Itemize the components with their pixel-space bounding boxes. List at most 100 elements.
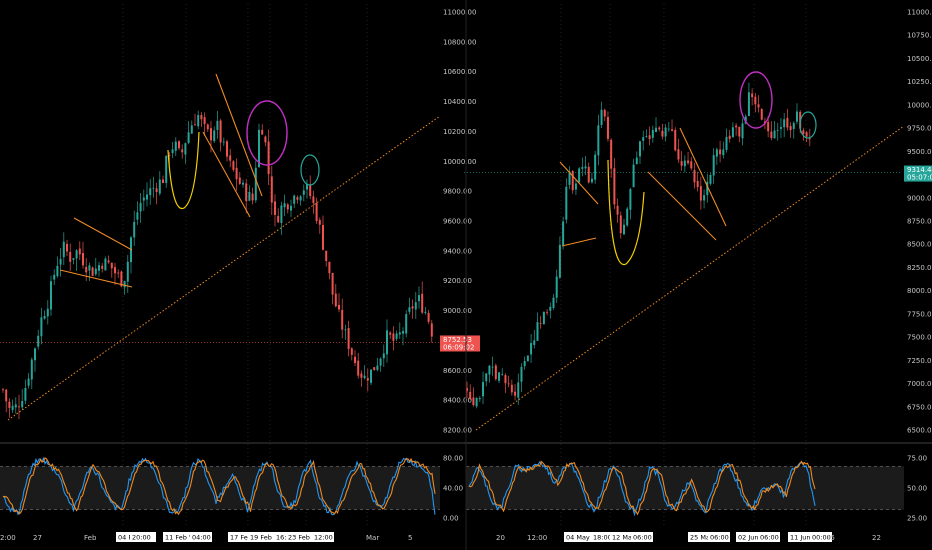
candle-body	[312, 196, 315, 203]
price-tick-label: 8500.00	[907, 241, 932, 249]
candle-body	[110, 262, 113, 269]
candle-body	[469, 391, 472, 400]
right-flag-upper	[679, 127, 727, 227]
price-tick-label: 10500.00	[907, 55, 932, 63]
right-stochastic-panel[interactable]	[466, 460, 904, 517]
candle-body	[542, 311, 545, 325]
candle-body	[69, 252, 72, 262]
candle-body	[776, 129, 779, 131]
stoch-tick-label: 75.00	[907, 455, 927, 463]
candle-body	[709, 174, 712, 184]
left-pennant-upper	[73, 217, 133, 251]
candle-body	[270, 176, 273, 203]
candle-body	[306, 184, 308, 190]
price-tick-label: 9000.00	[443, 307, 472, 315]
candle-body	[728, 135, 731, 139]
time-marker-label: 25 May '20	[690, 534, 726, 542]
stoch-tick-label: 25.00	[907, 515, 927, 523]
price-tick-label: 11000.00	[907, 9, 932, 17]
candle-body	[315, 202, 318, 221]
candle-body	[2, 389, 4, 391]
last-price-tag	[440, 335, 480, 352]
right-price-axis[interactable]: 11000.00 10750.00 10500.00 10250.00 10000.00…	[904, 9, 932, 523]
candle-body	[405, 314, 408, 334]
candle-body	[178, 141, 180, 149]
candle-body	[322, 224, 324, 250]
candle-body	[715, 149, 718, 157]
candle-body	[613, 168, 616, 205]
candle-body	[549, 306, 552, 311]
time-marker-label: 04:00	[192, 534, 211, 542]
candle-body	[366, 377, 369, 381]
candle-body	[594, 154, 597, 180]
time-marker-box	[190, 532, 212, 542]
candle-body	[379, 358, 382, 366]
candle-body	[616, 205, 619, 215]
left-price-panel[interactable]	[0, 4, 480, 528]
candle-body	[687, 160, 690, 164]
time-tick-label: 20	[496, 534, 505, 542]
candle-body	[200, 115, 203, 120]
candle-body	[398, 332, 401, 335]
candle-body	[168, 155, 171, 156]
candle-body	[174, 141, 177, 151]
candle-body	[629, 189, 632, 210]
left-flag-upper	[215, 73, 263, 197]
candle-body	[18, 406, 20, 408]
candle-body	[104, 258, 107, 271]
drawing-annotations[interactable]	[7, 0, 905, 550]
candle-body	[699, 186, 702, 201]
left-green-circle	[300, 154, 320, 186]
time-marker-box	[312, 532, 334, 542]
candle-body	[517, 382, 520, 398]
candle-body	[658, 127, 661, 130]
time-marker-label: 02 Jun '20	[738, 534, 771, 542]
time-marker-label: 06:00	[760, 534, 779, 542]
candle-body	[632, 164, 635, 188]
price-tick-label: 9500.00	[907, 148, 932, 156]
last-price-value: 8752.53	[443, 336, 472, 344]
candle-body	[382, 353, 385, 359]
candle-body	[302, 190, 305, 195]
candle-body	[418, 295, 420, 302]
candle-body	[424, 311, 427, 313]
price-tick-label: 10750.00	[907, 32, 932, 40]
candle-body	[34, 348, 36, 361]
price-tick-label: 8600.00	[443, 367, 472, 375]
price-tick-label: 8000.00	[907, 287, 932, 295]
stoch-d-line	[468, 460, 816, 516]
candle-body	[482, 382, 485, 397]
left-stochastic-panel[interactable]	[0, 456, 440, 516]
time-tick-label: 15	[826, 534, 835, 542]
left-price-axis[interactable]: 11000.00 10800.00 10600.00 10400.00 10200.00…	[440, 9, 480, 523]
stoch-tick-label: 50.00	[907, 485, 927, 493]
candle-body	[357, 360, 360, 376]
candle-body	[667, 128, 670, 130]
candle-body	[754, 96, 757, 105]
candle-body	[597, 125, 600, 156]
candle-body	[21, 400, 24, 408]
time-marker-label: 11 Jun '20	[790, 534, 823, 542]
candle-body	[526, 355, 529, 362]
candle-body	[165, 155, 168, 183]
candle-body	[491, 366, 494, 368]
candle-body	[565, 186, 568, 220]
candle-body	[533, 340, 536, 345]
candle-body	[773, 130, 776, 139]
candle-body	[587, 166, 590, 183]
time-marker-label: 11 Feb '20	[165, 534, 199, 542]
candle-body	[280, 205, 283, 223]
candle-body	[210, 128, 212, 141]
candle-body	[258, 129, 260, 168]
candle-body	[671, 129, 674, 131]
candle-body	[802, 130, 805, 134]
right-triangle-upper	[559, 161, 599, 205]
right-flag-lower	[647, 171, 717, 241]
right-price-panel[interactable]	[464, 4, 932, 528]
candle-body	[552, 297, 555, 308]
candle-body	[149, 188, 152, 196]
candle-body	[216, 120, 219, 130]
